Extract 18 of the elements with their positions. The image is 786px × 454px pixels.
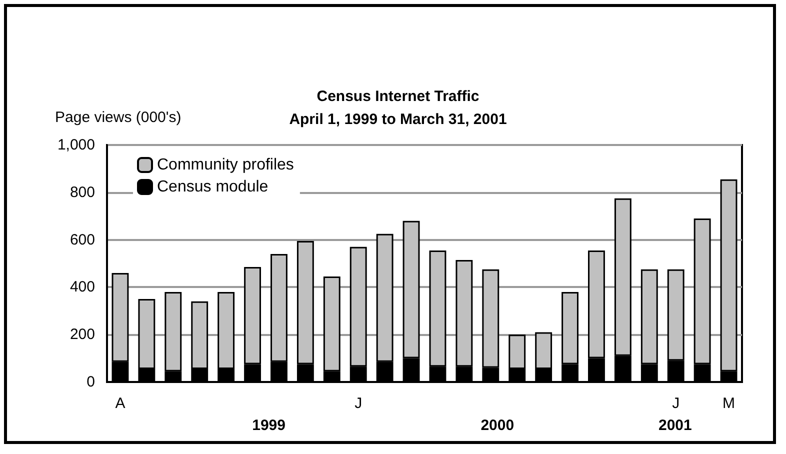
- y-tick-label: 200: [70, 326, 95, 344]
- x-tick-label: J: [672, 395, 680, 412]
- y-tick-label: 600: [70, 231, 95, 248]
- legend-label: Census module: [157, 178, 268, 196]
- y-tick-label: 1,000: [57, 136, 95, 154]
- legend-label: Community profiles: [157, 156, 294, 174]
- x-tick-label: A: [115, 395, 126, 412]
- text: 1999: [252, 417, 286, 434]
- y-axis-title: Page views (000's): [55, 109, 182, 126]
- chart-subtitle: April 1, 1999 to March 31, 2001: [289, 111, 507, 128]
- y-tick-label: 0: [86, 374, 95, 390]
- y-tick-label: 800: [70, 184, 95, 201]
- x-tick-label: J: [354, 395, 362, 412]
- text: 2001: [658, 417, 692, 434]
- text: 2000: [480, 417, 514, 434]
- x-tick-label: M: [722, 395, 736, 412]
- chart-title: Census Internet Traffic: [316, 88, 480, 105]
- y-tick-label: 400: [70, 278, 95, 296]
